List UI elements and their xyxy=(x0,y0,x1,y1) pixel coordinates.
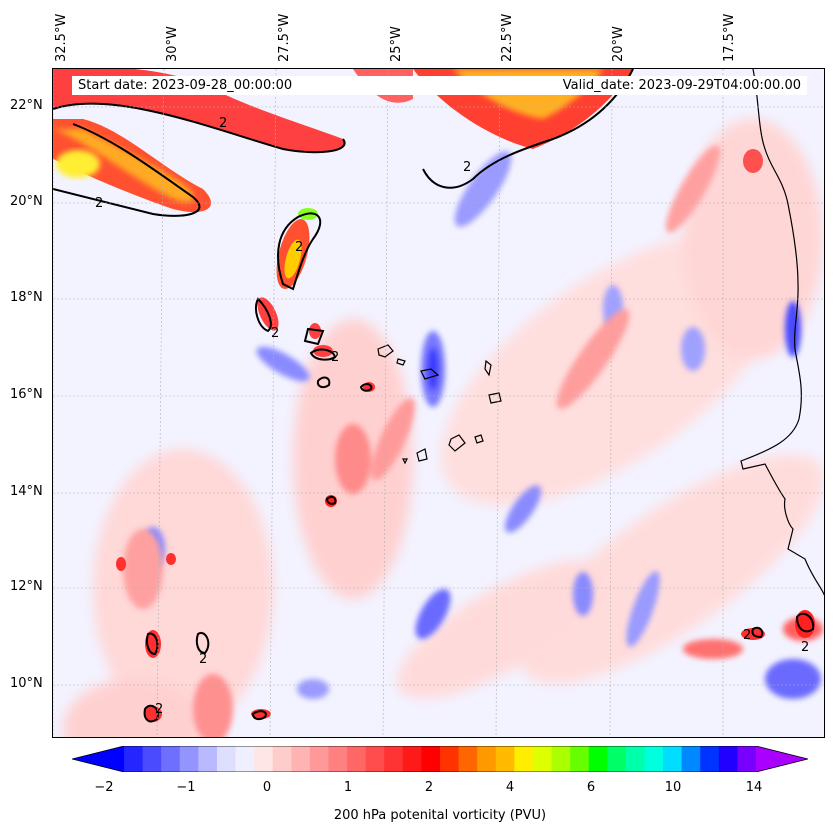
pv-field-svg: 2 2 2 2 2 2 2 2 2 2 xyxy=(53,69,824,737)
colorbar-segment xyxy=(291,746,311,772)
colorbar-segment xyxy=(700,746,720,772)
colorbar-segment xyxy=(663,746,683,772)
lon-label-27-5w: 27.5°W xyxy=(277,13,292,62)
date-banner: Start date: 2023-09-28_00:00:00 Valid_da… xyxy=(72,76,807,95)
colorbar-segment xyxy=(495,746,515,772)
contour-label: 2 xyxy=(743,628,751,643)
colorbar-tick: 10 xyxy=(664,780,682,795)
colorbar-segment xyxy=(588,746,608,772)
colorbar-tick: 1 xyxy=(343,780,353,795)
graticule xyxy=(53,69,824,737)
colorbar-segment xyxy=(718,746,738,772)
colorbar-segment xyxy=(570,746,590,772)
colorbar-segment xyxy=(625,746,645,772)
start-date-text: Start date: 2023-09-28_00:00:00 xyxy=(78,78,293,93)
coastlines xyxy=(377,69,824,596)
colorbar-segment xyxy=(607,746,627,772)
lat-label-12n: 12°N xyxy=(10,579,43,594)
lat-label-14n: 14°N xyxy=(10,484,43,499)
colorbar-segment xyxy=(384,746,404,772)
colorbar-segment xyxy=(216,746,237,772)
lat-label-10n: 10°N xyxy=(10,676,43,691)
lon-label-25w: 25°W xyxy=(389,26,404,62)
colorbar-tick: 2 xyxy=(424,780,434,795)
contour-label: 2 xyxy=(219,116,227,131)
colorbar-segment xyxy=(309,746,329,772)
contour-label: 2 xyxy=(463,160,471,175)
colorbar-segment xyxy=(198,746,218,772)
lon-label-22-5w: 22.5°W xyxy=(500,13,515,62)
contour-label: 2 xyxy=(271,326,279,341)
colorbar-segment xyxy=(514,746,534,772)
colorbar-segment xyxy=(161,746,181,772)
colorbar-segment xyxy=(124,746,144,772)
contour-label: 2 xyxy=(295,240,303,255)
colorbar-segment xyxy=(551,746,571,772)
colorbar-tick: 4 xyxy=(505,780,515,795)
colorbar-segment xyxy=(532,746,553,772)
colorbar-segment xyxy=(347,746,367,772)
colorbar-segment xyxy=(644,746,664,772)
lat-label-20n: 20°N xyxy=(10,194,43,209)
contour-label: 2 xyxy=(801,640,809,655)
pv-weak-positive-regions xyxy=(63,119,824,737)
lat-label-22n: 22°N xyxy=(10,98,43,113)
colorbar-segment xyxy=(179,746,199,772)
contour-label: 2 xyxy=(331,350,339,365)
colorbar-tick: 6 xyxy=(586,780,596,795)
colorbar-extend-max xyxy=(756,746,808,772)
contour-labels: 2 2 2 2 2 2 2 2 2 2 xyxy=(95,116,809,717)
lat-label-18n: 18°N xyxy=(10,290,43,305)
colorbar-tick: −2 xyxy=(94,780,114,795)
lon-label-17-5w: 17.5°W xyxy=(722,13,737,62)
lat-label-16n: 16°N xyxy=(10,387,43,402)
colorbar-segment xyxy=(737,746,757,772)
colorbar-segment xyxy=(681,746,701,772)
colorbar-segment xyxy=(440,746,460,772)
colorbar-extend-min xyxy=(72,746,124,772)
colorbar-segment xyxy=(477,746,497,772)
lon-label-20w: 20°W xyxy=(611,26,626,62)
valid-date-text: Valid_date: 2023-09-29T04:00:00.00 xyxy=(562,78,801,93)
colorbar-segment xyxy=(402,746,422,772)
colorbar-segment xyxy=(235,746,255,772)
lon-label-30w: 30°W xyxy=(165,26,180,62)
colorbar-tick: 0 xyxy=(262,780,272,795)
colorbar-tick: 14 xyxy=(745,780,763,795)
contour-label: 2 xyxy=(199,652,207,667)
colorbar-segment xyxy=(254,746,274,772)
colorbar-segment xyxy=(458,746,478,772)
colorbar-segment xyxy=(142,746,162,772)
map-panel: 2 2 2 2 2 2 2 2 2 2 xyxy=(52,68,825,738)
colorbar-segment xyxy=(365,746,385,772)
colorbar-tick: −1 xyxy=(176,780,196,795)
contour-label: 2 xyxy=(95,196,103,211)
colorbar-label: 200 hPa potenital vorticity (PVU) xyxy=(333,808,547,823)
contour-label: 2 xyxy=(155,702,163,717)
colorbar xyxy=(72,746,808,772)
colorbar-segment xyxy=(421,746,441,772)
pv-2-contours xyxy=(53,69,815,723)
colorbar-segment xyxy=(272,746,292,772)
lon-label-32-5w: 32.5°W xyxy=(54,13,69,62)
colorbar-segment xyxy=(328,746,348,772)
